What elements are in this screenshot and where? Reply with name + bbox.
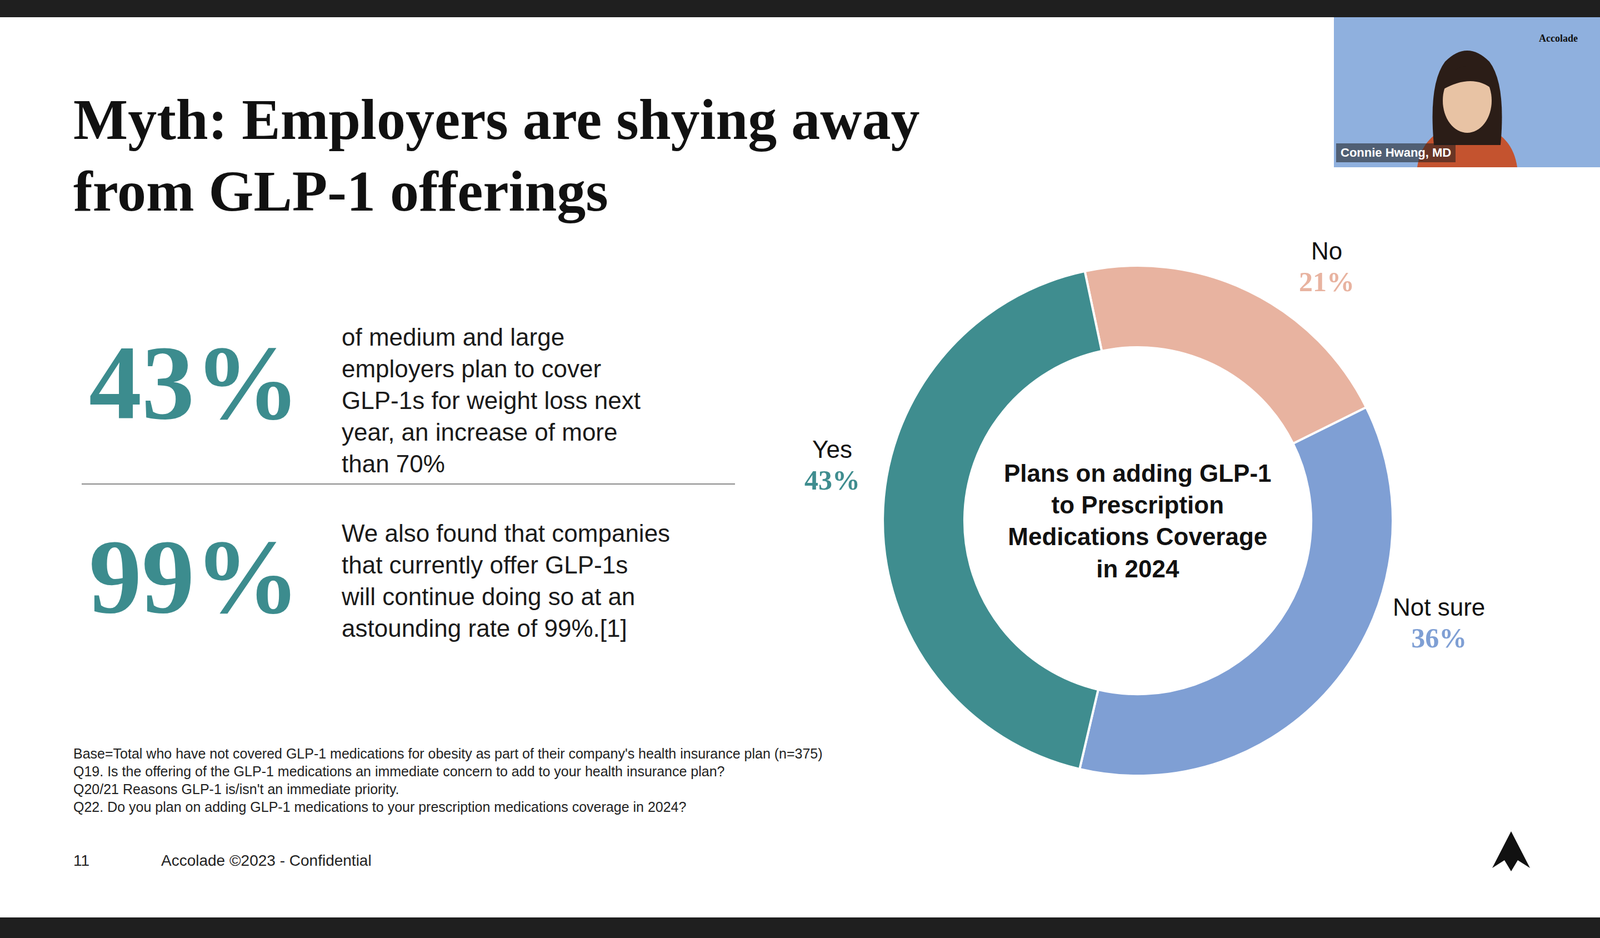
html-text:Myth: Employers are shying awa: Myth: Employers are shying away	[73, 87, 920, 152]
html-text:employers plan to cover: employers plan to cover	[341, 355, 602, 383]
html-text:We also found that companies: We also found that companies	[341, 519, 671, 547]
svg-text:Yes43%: Yes43%	[804, 435, 860, 496]
html-text:99%: 99%	[88, 518, 300, 635]
html-text:Accolade: Accolade	[1538, 32, 1578, 44]
html-text:than 70%: than 70%	[341, 450, 445, 478]
svg-text:Not sure36%: Not sure36%	[1392, 593, 1485, 654]
html-text:Accolade ©2023 - Confidential: Accolade ©2023 - Confidential	[161, 851, 372, 869]
svg-text:Plans on adding GLP-1to Prescr: Plans on adding GLP-1to PrescriptionMedi…	[1003, 459, 1272, 583]
html-text:year, an increase of more: year, an increase of more	[341, 418, 618, 446]
html-text:of medium and large: of medium and large	[341, 323, 565, 351]
html-text:will continue doing so at an: will continue doing so at an	[341, 582, 636, 610]
html-text:that currently offer GLP-1s: that currently offer GLP-1s	[341, 551, 628, 579]
html-text:Q19. Is the offering of the GL: Q19. Is the offering of the GLP-1 medica…	[73, 763, 725, 779]
html-text:Base=Total who have not covere: Base=Total who have not covered GLP-1 me…	[73, 745, 823, 762]
svg-text:No21%: No21%	[1298, 237, 1355, 298]
html-text:GLP-1s for weight loss next: GLP-1s for weight loss next	[341, 386, 641, 414]
html-text:from GLP-1 offerings: from GLP-1 offerings	[73, 158, 609, 223]
html-text:Q22. Do you plan on adding GLP: Q22. Do you plan on adding GLP-1 medicat…	[73, 798, 687, 815]
html-text:11: 11	[73, 851, 90, 869]
html-text:Q20/21 Reasons GLP-1 is/isn't: Q20/21 Reasons GLP-1 is/isn't an immedia…	[73, 781, 400, 797]
html-text:astounding rate of 99%.[1]: astounding rate of 99%.[1]	[341, 614, 628, 642]
html-text:Connie Hwang, MD: Connie Hwang, MD	[1340, 145, 1452, 160]
html-text:43%: 43%	[88, 324, 300, 442]
